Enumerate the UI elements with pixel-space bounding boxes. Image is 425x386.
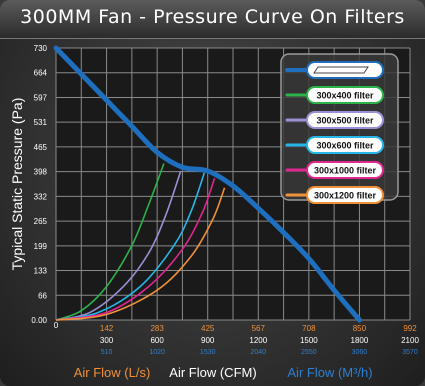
- y-tick-label: 531: [34, 118, 48, 127]
- x-tick-label-ls: 992: [403, 324, 417, 333]
- legend-label: 300x1000 filter: [314, 166, 377, 176]
- filter-curve-4: [55, 178, 216, 321]
- y-tick-label: 133: [34, 267, 48, 276]
- x-tick-label-m3h: 1020: [149, 349, 165, 356]
- x-tick-label-cfm: 600: [150, 336, 164, 345]
- x-tick-label-cfm: 900: [201, 336, 215, 345]
- y-tick-label: 730: [34, 44, 48, 53]
- legend-pill: [306, 86, 384, 104]
- filter-curve-3: [55, 172, 206, 321]
- x-tick-label-m3h: 3570: [402, 349, 418, 356]
- y-tick-label: 66: [38, 291, 47, 300]
- y-axis-label: Typical Static Pressure (Pa): [9, 98, 25, 271]
- brand-logo-icon: [313, 66, 369, 74]
- x-tick-label-cfm: 300: [100, 336, 114, 345]
- y-tick-label: 465: [34, 143, 48, 152]
- y-tick-label: 0.00: [31, 316, 47, 325]
- filter-curve-2: [55, 170, 182, 321]
- legend-label: 300x600 filter: [316, 141, 374, 151]
- y-tick-label: 332: [34, 192, 48, 201]
- legend-pill: [306, 111, 384, 129]
- x-tick-label-ls: 850: [353, 324, 367, 333]
- x-tick-label-m3h: 3060: [352, 349, 368, 356]
- filter-curve-1: [55, 163, 165, 321]
- legend-label: 300x500 filter: [316, 116, 374, 126]
- legend-pill: [306, 161, 384, 179]
- xlabel-ls: Air Flow (L/s): [74, 365, 151, 380]
- x-tick-label-cfm: 0: [54, 321, 59, 330]
- legend-pill: [306, 61, 384, 79]
- x-tick-label-ls: 567: [252, 324, 266, 333]
- legend-label: 300x400 filter: [316, 91, 374, 101]
- x-tick-label-ls: 142: [100, 324, 114, 333]
- x-tick-label-cfm: 2100: [401, 336, 419, 345]
- x-tick-label-cfm: 1500: [300, 336, 318, 345]
- x-tick-label-m3h: 2550: [301, 349, 317, 356]
- chart-title: 300MM Fan - Pressure Curve On Filters: [20, 6, 405, 28]
- x-tick-label-ls: 425: [201, 324, 215, 333]
- xlabel-m3h: Air Flow (M³/h): [287, 365, 372, 380]
- y-tick-label: 265: [34, 217, 48, 226]
- x-tick-label-cfm: 1200: [249, 336, 267, 345]
- x-tick-label-m3h: 1530: [200, 349, 216, 356]
- fan-pressure-curve: [53, 45, 362, 323]
- x-tick-label-cfm: 1800: [351, 336, 369, 345]
- title-bar: 300MM Fan - Pressure Curve On Filters: [0, 0, 425, 39]
- x-tick-label-ls: 283: [150, 324, 164, 333]
- y-tick-label: 664: [34, 69, 48, 78]
- y-tick-label: 398: [34, 168, 48, 177]
- x-tick-label-ls: 708: [302, 324, 316, 333]
- y-tick-label: 597: [34, 93, 48, 102]
- filter-curve-5: [55, 187, 226, 321]
- x-tick-label-m3h: 2040: [250, 349, 266, 356]
- y-tick-label: 199: [34, 242, 48, 251]
- legend-pill: [306, 186, 384, 204]
- x-tick-label-m3h: 510: [101, 349, 113, 356]
- xlabel-cfm: Air Flow (CFM): [169, 365, 256, 380]
- legend-label: 300x1200 filter: [314, 191, 377, 201]
- legend-pill: [306, 136, 384, 154]
